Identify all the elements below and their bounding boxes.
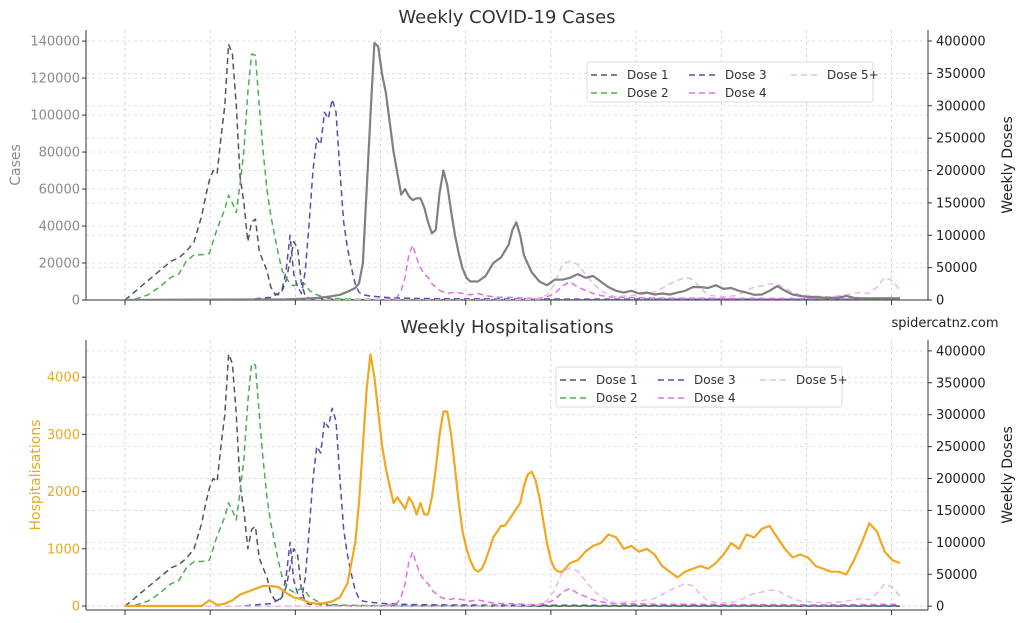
credit-text: spidercatnz.com xyxy=(891,316,998,331)
y-tick-label: 120000 xyxy=(30,72,80,87)
y-axis-label: Cases xyxy=(8,144,24,186)
legend-label: Dose 1 xyxy=(596,373,638,387)
legend-label: Dose 4 xyxy=(725,86,767,100)
y2-tick-label: 50000 xyxy=(936,568,977,583)
y-axis-label: Hospitalisations xyxy=(28,420,44,531)
y-tick-label: 60000 xyxy=(39,183,80,198)
y-tick-label: 40000 xyxy=(39,220,80,235)
y2-tick-label: 300000 xyxy=(936,99,986,114)
y2-tick-label: 350000 xyxy=(936,376,986,391)
y2-tick-label: 350000 xyxy=(936,67,986,82)
series-dose-4 xyxy=(125,244,901,300)
y-tick-label: 20000 xyxy=(39,257,80,272)
y-tick-label: 100000 xyxy=(30,109,80,124)
y2-tick-label: 150000 xyxy=(936,504,986,519)
series-cases xyxy=(124,41,901,300)
y2-tick-label: 0 xyxy=(936,600,944,615)
legend-label: Dose 1 xyxy=(627,68,669,82)
y2-tick-label: 400000 xyxy=(936,344,986,359)
series-dose-2 xyxy=(124,53,901,300)
legend-label: Dose 3 xyxy=(725,68,767,82)
legend-box xyxy=(586,61,874,103)
series-dose-2 xyxy=(124,362,900,607)
y-tick-label: 0 xyxy=(72,599,80,614)
y2-tick-label: 200000 xyxy=(936,164,986,179)
y2-tick-label: 100000 xyxy=(936,536,986,551)
y-tick-label: 3000 xyxy=(47,428,80,443)
series-lines xyxy=(124,353,901,608)
series-hospitalisations xyxy=(125,353,901,608)
series-dose-1 xyxy=(124,43,900,300)
y-tick-label: 80000 xyxy=(39,146,80,161)
y2-tick-label: 250000 xyxy=(936,440,986,455)
y2-tick-label: 150000 xyxy=(936,196,986,211)
y2-tick-label: 100000 xyxy=(936,229,986,244)
y-tick-label: 2000 xyxy=(47,485,80,500)
y2-axis-label: Weekly Doses xyxy=(1000,426,1016,524)
series-lines xyxy=(124,41,901,300)
y-tick-label: 1000 xyxy=(47,542,80,557)
legend: Dose 1 Dose 3 Dose 5+ Dose 2 Dose 4 xyxy=(555,366,848,408)
y2-tick-label: 200000 xyxy=(936,472,986,487)
y-tick-label: 140000 xyxy=(30,35,80,50)
y2-tick-label: 0 xyxy=(936,294,944,309)
series-dose-5- xyxy=(125,260,901,300)
hospitalisations-panel: Weekly Hospitalisations 0 1000 2000 3000 4000… xyxy=(28,317,1016,615)
series-dose-3 xyxy=(125,407,901,607)
series-dose-1 xyxy=(124,353,900,607)
legend-label: Dose 5+ xyxy=(827,68,879,82)
y2-tick-label: 300000 xyxy=(936,408,986,423)
cases-panel: Weekly COVID-19 Cases 0 20000 40000 60000 800… xyxy=(8,7,1016,309)
series-dose-5- xyxy=(125,567,901,607)
legend-label: Dose 2 xyxy=(596,391,638,405)
legend-label: Dose 4 xyxy=(694,391,736,405)
y2-axis-label: Weekly Doses xyxy=(1000,116,1016,214)
y2-tick-label: 50000 xyxy=(936,261,977,276)
chart-title: Weekly COVID-19 Cases xyxy=(398,7,615,28)
legend-label: Dose 5+ xyxy=(796,373,848,387)
y2-tick-label: 250000 xyxy=(936,132,986,147)
legend-box xyxy=(555,366,843,408)
y-tick-label: 0 xyxy=(72,294,80,309)
y-tick-label: 4000 xyxy=(47,371,80,386)
legend: Dose 1 Dose 3 Dose 5+ Dose 2 Dose 4 xyxy=(586,61,879,103)
grid xyxy=(86,340,928,610)
chart-title: Weekly Hospitalisations xyxy=(400,317,613,338)
series-dose-3 xyxy=(125,98,901,300)
legend-label: Dose 2 xyxy=(627,86,669,100)
legend-label: Dose 3 xyxy=(694,373,736,387)
series-dose-4 xyxy=(125,551,901,607)
y2-tick-label: 400000 xyxy=(936,35,986,50)
